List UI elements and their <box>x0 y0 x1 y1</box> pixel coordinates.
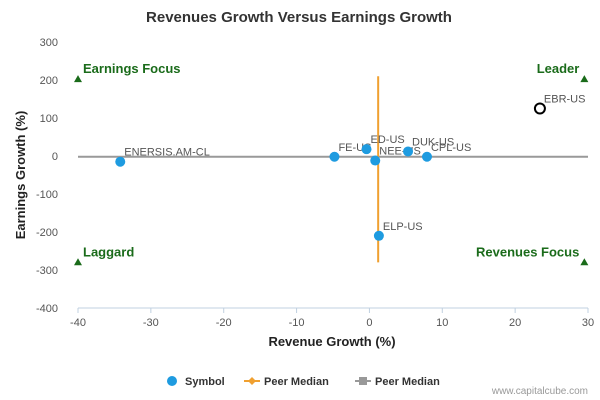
credit-text: www.capitalcube.com <box>491 386 588 397</box>
x-tick-label: -30 <box>143 317 159 329</box>
data-point-label: DUK-US <box>412 136 454 148</box>
y-tick-label: 300 <box>40 37 58 49</box>
y-tick-label: -200 <box>36 227 58 239</box>
legend-label: Peer Median <box>375 376 440 388</box>
x-tick-label: -40 <box>70 317 86 329</box>
data-point[interactable] <box>361 144 372 155</box>
quadrant-marker-icon <box>74 258 82 266</box>
quadrant-label: Leader <box>537 61 580 76</box>
peer-median-lines <box>78 76 588 263</box>
data-point-label: ELP-US <box>383 221 423 233</box>
legend-item[interactable]: Peer Median <box>244 376 329 388</box>
y-tick-label: -300 <box>36 265 58 277</box>
quadrant-marker-icon <box>580 258 589 266</box>
y-tick-label: -400 <box>36 303 58 315</box>
legend-item[interactable]: Peer Median <box>355 376 440 388</box>
quadrant-label: Earnings Focus <box>83 61 181 76</box>
legend-circle-icon <box>167 376 177 386</box>
legend-item[interactable]: Symbol <box>167 376 225 388</box>
data-point-label: ED-US <box>371 134 405 146</box>
x-axis-title: Revenue Growth (%) <box>268 334 395 349</box>
data-point-label: ENERSIS.AM-CL <box>124 147 210 159</box>
data-point[interactable] <box>421 151 432 162</box>
data-point-label: CPL-US <box>431 142 471 154</box>
legend[interactable]: Symbol Peer Median Peer Median <box>167 376 440 388</box>
quadrant-label: Revenues Focus <box>476 244 579 259</box>
data-point-label: EBR-US <box>544 94 586 106</box>
quadrant-label: Laggard <box>83 244 134 259</box>
x-tick-label: -20 <box>216 317 232 329</box>
legend-label: Peer Median <box>264 376 329 388</box>
data-point[interactable] <box>533 102 546 115</box>
data-point[interactable] <box>115 156 126 167</box>
y-tick-label: 200 <box>40 75 58 87</box>
x-tick-label: 10 <box>436 317 448 329</box>
legend-square-icon <box>359 377 367 385</box>
data-points: ENERSIS.AM-CL FE-USED-USNEE-USDUK-USCPL-U… <box>115 94 585 241</box>
y-axis-title: Earnings Growth (%) <box>13 111 28 240</box>
legend-label: Symbol <box>185 376 225 388</box>
quadrant-marker-icon <box>74 75 82 83</box>
x-tick-label: 30 <box>582 317 594 329</box>
y-tick-label: 0 <box>52 151 58 163</box>
data-point[interactable] <box>373 230 384 241</box>
x-tick-label: 0 <box>366 317 372 329</box>
quadrant-labels: Earnings Focus Leader Laggard Revenues Focu… <box>74 61 589 266</box>
x-tick-label: -10 <box>289 317 305 329</box>
y-tick-label: 100 <box>40 113 58 125</box>
y-tick-label: -100 <box>36 189 58 201</box>
quadrant-marker-icon <box>580 75 589 83</box>
chart-title: Revenues Growth Versus Earnings Growth <box>146 9 452 26</box>
data-point[interactable] <box>329 151 340 162</box>
legend-diamond-icon <box>248 377 256 385</box>
axes: -40 -30 -20 -10 0 10 20 30-400-300-200-10001002… <box>36 37 594 329</box>
data-point[interactable] <box>370 155 381 166</box>
data-point[interactable] <box>403 146 414 157</box>
x-tick-label: 20 <box>509 317 521 329</box>
